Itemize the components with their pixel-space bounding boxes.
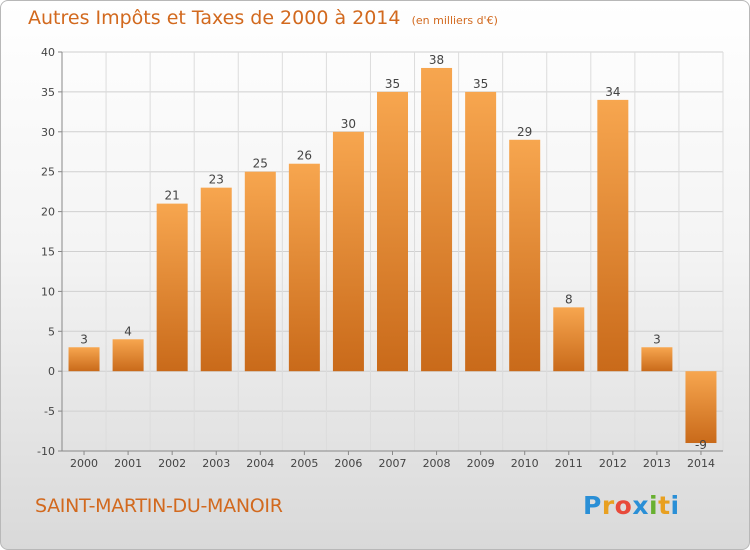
bar bbox=[421, 67, 453, 372]
logo-letter: t bbox=[658, 491, 671, 520]
logo-letter: P bbox=[583, 491, 602, 520]
x-tick-label: 2001 bbox=[114, 457, 142, 470]
bar bbox=[200, 187, 232, 372]
y-tick-label: 20 bbox=[41, 206, 55, 219]
logo-letter: x bbox=[632, 491, 649, 520]
x-tick-label: 2007 bbox=[379, 457, 407, 470]
bar bbox=[112, 339, 144, 372]
x-tick-label: 2004 bbox=[246, 457, 274, 470]
bar bbox=[332, 131, 364, 372]
y-tick-label: 5 bbox=[48, 325, 55, 338]
bar bbox=[465, 91, 497, 372]
logo-letter: i bbox=[649, 491, 659, 520]
x-tick-label: 2002 bbox=[158, 457, 186, 470]
y-tick-label: 30 bbox=[41, 126, 55, 139]
x-tick-label: 2009 bbox=[467, 457, 495, 470]
x-tick-label: 2006 bbox=[334, 457, 362, 470]
y-tick-label: 35 bbox=[41, 86, 55, 99]
x-tick-label: 2003 bbox=[202, 457, 230, 470]
bar bbox=[597, 99, 629, 372]
chart-subtitle: (en milliers d'€) bbox=[411, 14, 498, 27]
data-label: 35 bbox=[385, 77, 400, 91]
bar bbox=[288, 163, 320, 372]
logo-letter: i bbox=[670, 491, 680, 520]
y-tick-label: 10 bbox=[41, 285, 55, 298]
data-label: 8 bbox=[565, 292, 573, 306]
data-label: 38 bbox=[429, 53, 444, 67]
chart-title-block: Autres Impôts et Taxes de 2000 à 2014 (e… bbox=[28, 7, 498, 29]
data-label: 23 bbox=[209, 173, 224, 187]
bar bbox=[377, 91, 408, 372]
data-label: -9 bbox=[695, 438, 707, 452]
x-tick-label: 2005 bbox=[290, 457, 318, 470]
x-tick-label: 2011 bbox=[555, 457, 583, 470]
bar bbox=[156, 203, 188, 372]
x-tick-label: 2014 bbox=[687, 457, 715, 470]
data-label: 25 bbox=[253, 157, 268, 171]
data-label: 21 bbox=[165, 189, 180, 203]
axes: -10 -5 0 5 10 15 20 25 30 35 40 2000 2001 2002 2003 200… bbox=[37, 46, 723, 470]
y-tick-label: 15 bbox=[41, 246, 55, 259]
y-tick-label: 40 bbox=[41, 46, 55, 59]
x-tick-label: 2012 bbox=[599, 457, 627, 470]
bar bbox=[685, 371, 717, 444]
bar bbox=[509, 139, 541, 372]
bar bbox=[553, 307, 585, 372]
data-label: 3 bbox=[653, 332, 661, 346]
data-label: 30 bbox=[341, 117, 356, 131]
data-label: 35 bbox=[473, 77, 488, 91]
bar bbox=[244, 171, 276, 372]
bars bbox=[68, 67, 717, 444]
proxiti-logo: Proxiti bbox=[583, 491, 680, 520]
data-label: 3 bbox=[80, 332, 88, 346]
logo-letter: r bbox=[601, 491, 615, 520]
y-tick-label: 0 bbox=[48, 365, 55, 378]
x-tick-label: 2008 bbox=[423, 457, 451, 470]
y-tick-label: -10 bbox=[37, 445, 55, 458]
bar bbox=[68, 347, 100, 372]
x-tick-label: 2013 bbox=[643, 457, 671, 470]
data-label: 4 bbox=[124, 324, 132, 338]
data-label: 34 bbox=[605, 85, 620, 99]
data-label: 29 bbox=[517, 125, 532, 139]
x-tick-label: 2000 bbox=[70, 457, 98, 470]
bar bbox=[641, 347, 673, 372]
x-tick-label: 2010 bbox=[511, 457, 539, 470]
chart-title: Autres Impôts et Taxes de 2000 à 2014 bbox=[28, 7, 401, 29]
data-label: 26 bbox=[297, 149, 312, 163]
commune-name: SAINT-MARTIN-DU-MANOIR bbox=[35, 495, 283, 517]
y-tick-label: 25 bbox=[41, 166, 55, 179]
logo-letter: o bbox=[614, 491, 633, 520]
y-tick-label: -5 bbox=[44, 405, 55, 418]
